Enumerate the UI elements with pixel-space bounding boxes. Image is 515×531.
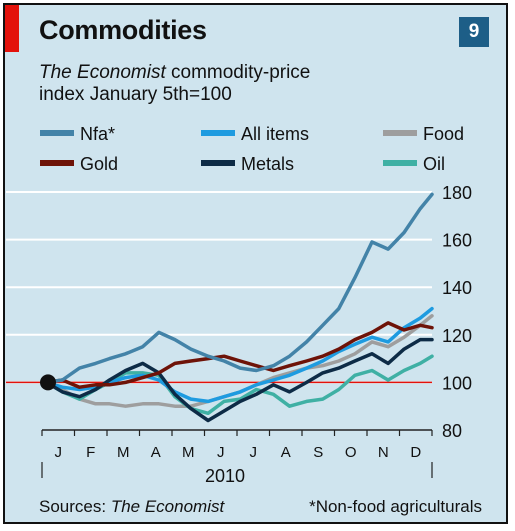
legend-label-metals: Metals [241, 154, 294, 174]
legend-label-all-items: All items [241, 124, 309, 144]
footnote: *Non-food agriculturals [309, 497, 482, 516]
y-tick-label-80: 80 [442, 421, 462, 441]
y-tick-label-140: 140 [442, 278, 472, 298]
y-tick-label-120: 120 [442, 326, 472, 346]
series-line-nfa- [44, 192, 434, 385]
x-tick-label-3: M [117, 444, 130, 461]
chart-frame: Commodities 9 The Economist commodity-pr… [3, 3, 508, 524]
red-flag-tag [5, 5, 19, 52]
y-tick-label-100: 100 [442, 373, 472, 393]
x-tick-label-1: J [55, 444, 63, 461]
legend: Nfa* All items Food Gold Metals Oil [40, 124, 464, 174]
x-tick-label-4: A [151, 444, 161, 461]
series-line-metals [44, 337, 434, 423]
legend-label-food: Food [423, 124, 464, 144]
series-line-gold [44, 321, 434, 389]
x-tick-label-11: N [378, 444, 389, 461]
subtitle-line2: index January 5th=100 [39, 84, 232, 105]
subtitle-rest: commodity-price [165, 62, 311, 83]
legend-label-gold: Gold [80, 154, 118, 174]
legend-label-oil: Oil [423, 154, 445, 174]
legend-label-nfa-: Nfa* [80, 124, 115, 144]
subtitle-source: The Economist [39, 62, 166, 83]
x-tick-label-2: F [86, 444, 95, 461]
chart-number-badge: 9 [459, 17, 489, 47]
x-axis-label: 2010 [205, 466, 245, 486]
y-tick-label-180: 180 [442, 183, 472, 203]
sources-note: Sources: The Economist [39, 497, 224, 517]
y-tick-label-160: 160 [442, 231, 472, 251]
series-lines [40, 192, 434, 423]
x-tick-label-12: D [410, 444, 421, 461]
grid-lines [6, 191, 432, 384]
series-line-all-items [44, 306, 434, 404]
x-tick-label-9: S [313, 444, 323, 461]
start-marker [40, 374, 56, 391]
x-tick-label-8: A [281, 444, 291, 461]
x-tick-label-7: J [250, 444, 258, 461]
x-tick-label-6: J [217, 444, 225, 461]
x-tick-label-10: O [345, 444, 357, 461]
chart-title: Commodities [39, 15, 207, 45]
sources-value: The Economist [110, 497, 225, 516]
x-tick-label-5: M [182, 444, 195, 461]
chart-subtitle: The Economist commodity-price index Janu… [39, 62, 310, 106]
axes: 80 100 120 140 160 180 J F M A M J J A S O N D 2010 [41, 183, 472, 486]
sources-label: Sources: [39, 497, 111, 516]
